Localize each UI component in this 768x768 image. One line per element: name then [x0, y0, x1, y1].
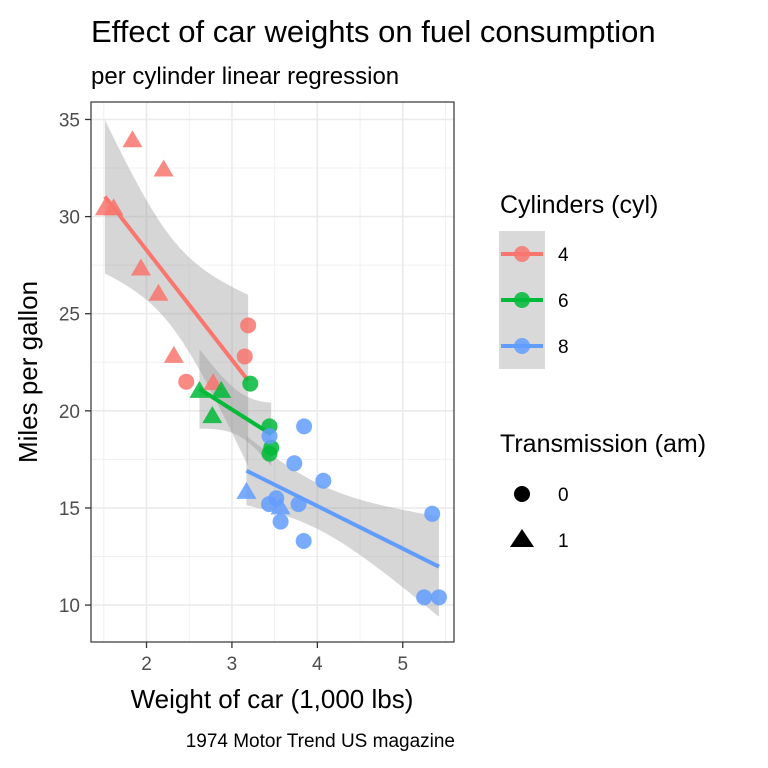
- grid: [91, 102, 454, 642]
- data-point-circle: [295, 532, 312, 549]
- legend-label-cyl: 8: [558, 337, 569, 358]
- data-point-circle: [242, 375, 259, 392]
- chart-title: Effect of car weights on fuel consumptio…: [91, 14, 656, 49]
- data-point-triangle: [203, 373, 224, 391]
- y-tick-label: 15: [59, 499, 80, 520]
- legend-title-cylinders: Cylinders (cyl): [500, 191, 658, 219]
- legend-key-circle: [514, 486, 530, 502]
- data-point-circle: [236, 348, 253, 365]
- legend-key-triangle: [510, 529, 534, 547]
- data-point-circle: [416, 589, 433, 606]
- data-point-triangle: [94, 198, 115, 216]
- data-point-circle: [296, 418, 313, 435]
- data-point-circle: [290, 496, 307, 513]
- legend: Cylinders (cyl) 4 6 8 Transmission (am) 0 1: [499, 191, 706, 552]
- y-axis: 10 15 20 25 30 35: [59, 110, 91, 617]
- regression-line-cyl-4: [103, 195, 250, 382]
- data-point-circle: [178, 373, 195, 390]
- data-point-circle: [261, 496, 278, 513]
- plot-panel: [91, 102, 454, 642]
- y-axis-title: Miles per gallon: [13, 281, 43, 463]
- data-point-triangle: [148, 283, 169, 301]
- data-point-triangle: [211, 380, 232, 398]
- legend-label-am: 1: [558, 531, 569, 552]
- data-point-circle: [430, 589, 447, 606]
- data-point-circle: [315, 472, 332, 489]
- confidence-band-cyl-8: [246, 436, 439, 617]
- data-point-circle: [286, 455, 303, 472]
- x-axis: 2 3 4 5: [141, 642, 408, 675]
- regression-line-cyl-8: [245, 468, 440, 569]
- x-tick-label: 2: [141, 654, 152, 675]
- data-point-circle: [240, 317, 257, 334]
- y-tick-label: 30: [59, 208, 80, 229]
- y-tick-label: 20: [59, 402, 80, 423]
- data-point-circle: [261, 445, 278, 462]
- x-tick-label: 3: [227, 654, 238, 675]
- data-point-triangle: [163, 345, 184, 363]
- data-points: [94, 130, 447, 606]
- confidence-band-cyl-6: [199, 349, 272, 467]
- legend-title-transmission: Transmission (am): [500, 430, 706, 458]
- y-tick-label: 35: [59, 110, 80, 131]
- data-point-circle: [261, 428, 278, 445]
- regression-line-cyl-6: [198, 387, 273, 437]
- data-point-triangle: [270, 497, 291, 515]
- data-point-triangle: [153, 159, 174, 177]
- regression-lines: [103, 195, 440, 569]
- data-point-triangle: [189, 380, 210, 398]
- data-point-triangle: [122, 130, 143, 148]
- x-axis-title: Weight of car (1,000 lbs): [131, 684, 414, 714]
- legend-label-cyl: 4: [558, 245, 569, 266]
- data-point-circle: [424, 505, 441, 522]
- x-tick-label: 5: [397, 654, 408, 675]
- legend-label-cyl: 6: [558, 291, 569, 312]
- data-point-triangle: [202, 406, 223, 424]
- y-tick-label: 10: [59, 596, 80, 617]
- data-point-circle: [272, 513, 289, 530]
- panel-border: [90, 101, 455, 643]
- x-tick-label: 4: [312, 654, 323, 675]
- legend-label-am: 0: [558, 485, 569, 506]
- y-tick-label: 25: [59, 305, 80, 326]
- data-point-triangle: [130, 258, 151, 276]
- chart-caption: 1974 Motor Trend US magazine: [186, 731, 455, 752]
- chart-subtitle: per cylinder linear regression: [91, 63, 399, 90]
- data-point-triangle: [236, 481, 257, 499]
